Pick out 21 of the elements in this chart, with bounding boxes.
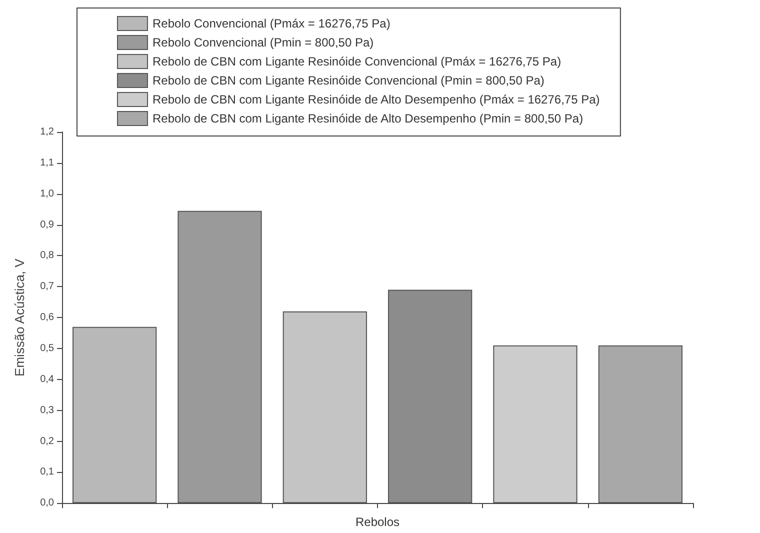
legend-label: Rebolo Convencional (Pmin = 800,50 Pa)	[152, 36, 374, 50]
y-tick-label: 0,1	[40, 466, 54, 478]
y-tick-label: 1,0	[40, 188, 54, 200]
legend-label: Rebolo de CBN com Ligante Resinóide Convencional (Pmáx = 16276,75 Pa)	[152, 54, 562, 68]
y-tick-label: 0,2	[40, 436, 54, 447]
legend-label: Rebolo de CBN com Ligante Resinóide Convencional (Pmin = 800,50 Pa)	[152, 74, 544, 88]
x-axis-title: Rebolos	[355, 515, 400, 529]
y-tick-label: 1,2	[40, 126, 54, 138]
legend-label: Rebolo de CBN com Ligante Resinóide de Alto Desempenho (Pmin = 800,50 Pa)	[152, 112, 584, 126]
y-tick-label: 0,7	[40, 281, 54, 292]
y-tick-label: 0,4	[40, 374, 54, 385]
y-tick-label: 0,5	[40, 342, 54, 354]
legend-label: Rebolo de CBN com Ligante Resinóide de Alto Desempenho (Pmáx = 16276,75 Pa)	[152, 92, 600, 106]
y-tick-label: 0,9	[40, 219, 54, 230]
y-tick-label: 0,8	[40, 250, 54, 262]
y-tick-label: 1,1	[40, 157, 54, 168]
y-tick-label: 0,0	[40, 498, 54, 509]
y-tick-label: 0,3	[40, 404, 54, 416]
y-tick-label: 0,6	[40, 312, 54, 324]
legend-label: Rebolo Convencional (Pmáx = 16276,75 Pa)	[152, 16, 390, 30]
y-axis-title: Emissão Acústica, V	[12, 258, 27, 376]
